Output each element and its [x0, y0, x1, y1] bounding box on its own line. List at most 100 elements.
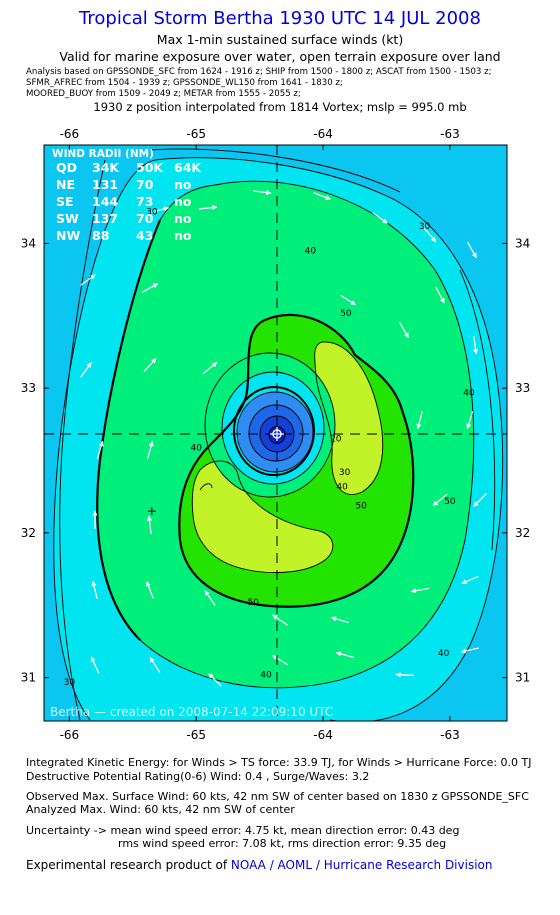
contour-label: 30 — [64, 678, 76, 688]
wind-arrow-icon — [416, 411, 423, 430]
wind-arrow-icon — [461, 575, 479, 585]
wind-arrow-icon — [208, 673, 222, 687]
x-tick-label-bottom: -66 — [60, 728, 80, 742]
wind-arrow-icon — [143, 357, 157, 373]
contour-label: 40 — [438, 649, 450, 659]
position-note: 1930 z position interpolated from 1814 V… — [93, 100, 467, 114]
wind-radii-cell: 137 — [92, 211, 118, 226]
wind-arrow-icon — [466, 411, 474, 430]
wind-arrow-icon — [398, 321, 410, 339]
wind-vectors — [80, 189, 487, 687]
wind-arrow-icon — [395, 672, 415, 678]
wind-radii-header-cell: 50K — [136, 160, 164, 175]
wind-radii-header-cell: QD — [56, 160, 77, 175]
wind-arrow-icon — [252, 189, 272, 196]
wind-arrow-icon — [96, 440, 104, 459]
wind-arrow-icon — [467, 241, 477, 259]
contour-label: 30 — [339, 468, 351, 478]
x-tick-label-top: -64 — [313, 127, 333, 141]
wind-arrow-icon — [146, 515, 153, 535]
storm-center-icon — [270, 427, 284, 441]
wind-radii-cell: no — [174, 177, 192, 192]
ike-line: Integrated Kinetic Energy: for Winds > T… — [26, 756, 532, 769]
wind-radii-title: WIND RADII (NM) — [52, 148, 154, 160]
x-tick-label-top: -66 — [60, 127, 80, 141]
x-tick-label-bottom: -64 — [313, 728, 333, 742]
map-axes: -66 -66 -65 -65 -64 -64 -63 -63 34 34 33 33 32 32 31 31 — [21, 127, 531, 742]
wind-arrow-icon — [330, 616, 349, 624]
wind-arrow-icon — [423, 227, 437, 243]
wind-radii-cell: NE — [56, 177, 75, 192]
uncertainty-line-1: Uncertainty -> mean wind speed error: 4.… — [26, 824, 460, 837]
x-tick-label-bottom: -63 — [440, 728, 460, 742]
wind-arrow-icon — [473, 336, 479, 355]
analysis-sources-line-2: SFMR_AFREC from 1504 - 1939 z; GPSSONDE_… — [26, 78, 343, 88]
wind-radii-cell: NW — [56, 228, 80, 243]
wind-radii-cell: 144 — [92, 194, 118, 209]
destructive-potential-line: Destructive Potential Rating(0-6) Wind: … — [26, 770, 370, 783]
wind-radii-cell: 131 — [92, 177, 118, 192]
wind-field-map: 30 30 30 40 40 40 40 40 40 50 50 50 50 30 20 WIND RADI… — [21, 127, 531, 742]
y-tick-label-right: 32 — [515, 526, 530, 540]
contour-label: 20 — [330, 435, 342, 445]
y-tick-label-left: 32 — [21, 526, 36, 540]
wind-arrow-icon — [80, 362, 92, 378]
wind-radii-cell: 70 — [136, 211, 154, 226]
wind-arrow-icon — [91, 580, 98, 599]
uncertainty-line-2: rms wind speed error: 7.08 kt, rms direc… — [118, 837, 447, 850]
wind-arrow-icon — [473, 493, 487, 507]
contour-label: 50 — [248, 598, 260, 608]
wind-contours: 30 30 30 40 40 40 40 40 40 50 50 50 50 30 20 WIND RADI… — [44, 145, 507, 721]
contour-label: 50 — [444, 497, 456, 507]
contour-label: 40 — [463, 388, 475, 398]
exposure-note: Valid for marine exposure over water, op… — [59, 49, 501, 64]
wind-radii-cell: SE — [56, 194, 74, 209]
wind-arrow-icon — [313, 192, 331, 200]
wind-radii-cell: no — [174, 211, 192, 226]
wind-arrow-icon — [340, 294, 357, 306]
wind-arrow-icon — [372, 212, 388, 224]
wind-arrow-icon — [202, 361, 218, 375]
y-tick-label-right: 31 — [515, 671, 530, 685]
wind-arrow-icon — [147, 440, 154, 459]
field-55kt-southwest — [192, 460, 333, 573]
wind-arrow-icon — [146, 581, 154, 599]
contour-label: 40 — [336, 482, 348, 492]
contour-labels: 30 30 30 40 40 40 40 40 40 50 50 50 50 30 20 — [64, 207, 475, 687]
wind-radii-cell: SW — [56, 211, 79, 226]
contour-label: 30 — [146, 207, 158, 217]
wind-arrow-icon — [410, 587, 429, 594]
wind-radii-cell: 88 — [92, 228, 109, 243]
wind-radii-cell: 73 — [136, 194, 153, 209]
max-wind-plus-icon — [147, 507, 156, 516]
wind-arrow-icon — [198, 204, 218, 211]
x-tick-label-top: -65 — [186, 127, 206, 141]
contour-label: 40 — [305, 247, 317, 257]
wind-radii-table: WIND RADII (NM) QD 34K 50K 64K NE 131 70 no SE 14… — [52, 148, 202, 243]
wind-arrow-icon — [141, 283, 159, 293]
contour-34kt-bold-west — [96, 219, 162, 641]
plot-frame — [43, 144, 508, 722]
analysis-sources-line-1: Analysis based on GPSSONDE_SFC from 1624… — [26, 67, 492, 77]
y-tick-label-left: 33 — [21, 381, 36, 395]
wind-radii-cell: no — [174, 228, 192, 243]
wind-arrow-icon — [204, 590, 216, 606]
wind-radii-cell: 43 — [136, 228, 153, 243]
wind-arrow-icon — [271, 654, 288, 666]
contour-label: 40 — [190, 443, 202, 453]
map-title: Tropical Storm Bertha 1930 UTC 14 JUL 20… — [79, 8, 481, 29]
hrd-link[interactable]: NOAA / AOML / Hurricane Research Divisio… — [230, 858, 493, 872]
product-credit: Experimental research product of NOAA / … — [26, 858, 492, 872]
wind-arrow-icon — [435, 286, 445, 304]
y-tick-label-right: 33 — [515, 381, 530, 395]
map-subtitle: Max 1-min sustained surface winds (kt) — [156, 32, 404, 47]
wind-radii-cell: no — [174, 194, 192, 209]
analyzed-max-wind-line: Analyzed Max. Wind: 60 kts, 42 nm SW of … — [26, 803, 295, 816]
x-tick-label-top: -63 — [440, 127, 460, 141]
credit-line: Bertha — created on 2008-07-14 22:09:10 … — [50, 705, 333, 719]
y-tick-label-left: 34 — [21, 236, 36, 250]
wind-radii-cell: 70 — [136, 177, 154, 192]
field-55kt-north — [314, 341, 383, 495]
wind-arrow-icon — [335, 651, 354, 659]
wind-arrow-icon — [151, 206, 170, 213]
